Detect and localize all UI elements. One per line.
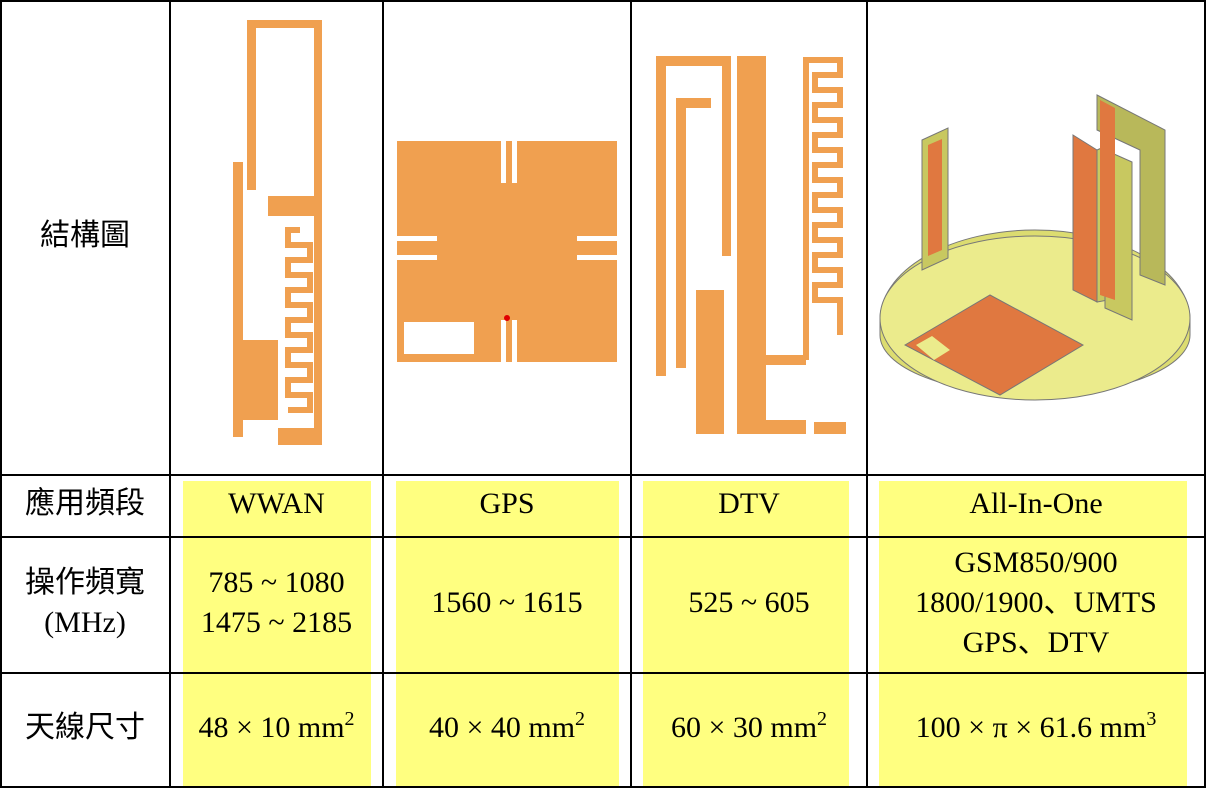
size-text: 48 × 10 mm [198, 711, 344, 744]
bandwidth: 785 ~ 1080 [208, 566, 344, 599]
size-text: 100 × π × 61.6 mm [916, 711, 1147, 744]
band: WWAN [228, 487, 325, 520]
bandwidth: GPS、DTV [963, 626, 1110, 659]
bandwidth: 1800/1900、UMTS [915, 586, 1157, 619]
row-header: 結構圖 [40, 219, 130, 252]
dtv-drawing [656, 56, 846, 434]
bandwidth: 1475 ~ 2185 [201, 606, 352, 639]
size-text: 40 × 40 mm [429, 711, 575, 744]
row-header: 應用頻段 [25, 487, 145, 520]
wwan-drawing [233, 20, 322, 445]
antenna-size: 60 × 30 mm2 [671, 708, 827, 744]
bandwidth: GSM850/900 [954, 546, 1117, 579]
yellow-cells [183, 481, 1187, 787]
size-exponent: 2 [345, 708, 355, 730]
size-text: 60 × 30 mm [671, 711, 817, 744]
row-header: 操作頻寬 [25, 566, 145, 599]
antenna-size: 40 × 40 mm2 [429, 708, 585, 744]
antenna-size: 48 × 10 mm2 [198, 708, 354, 744]
band: DTV [718, 487, 780, 520]
gps-drawing [397, 141, 617, 362]
row-header: (MHz) [44, 606, 126, 639]
bandwidth: 525 ~ 605 [688, 586, 809, 619]
antenna-size: 100 × π × 61.6 mm3 [916, 708, 1157, 744]
band: GPS [479, 487, 534, 520]
bandwidth: 1560 ~ 1615 [431, 586, 582, 619]
size-exponent: 2 [817, 708, 827, 730]
row-header: 天線尺寸 [25, 711, 145, 744]
all-in-one-drawing [879, 94, 1191, 401]
size-exponent: 3 [1146, 708, 1156, 730]
band: All-In-One [969, 487, 1102, 520]
size-exponent: 2 [575, 708, 585, 730]
